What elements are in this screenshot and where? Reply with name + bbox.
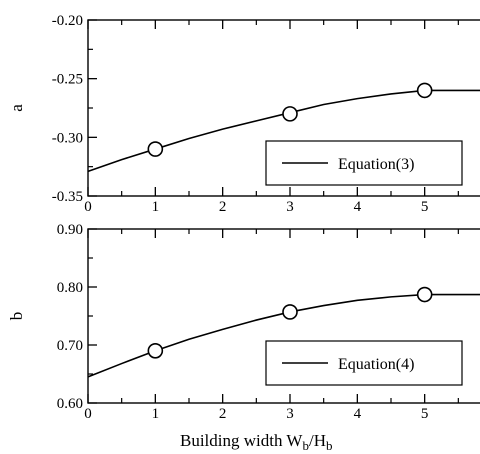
x-axis-label-sub1: b	[302, 438, 309, 453]
y-axis-label: a	[7, 104, 26, 112]
x-axis-label: Building width Wb/Hb	[180, 431, 332, 453]
panel-b: 01234560.900.800.700.60bEquation(4)Build…	[7, 222, 480, 453]
y-tick-label: -0.30	[52, 130, 83, 146]
y-tick-label: -0.35	[52, 189, 83, 205]
x-tick-label: 5	[421, 199, 429, 215]
x-tick-label: 4	[354, 199, 362, 215]
data-point	[416, 286, 433, 303]
x-tick-label: 1	[152, 199, 160, 215]
y-axis-label: b	[7, 312, 26, 321]
x-tick-label: 4	[354, 406, 362, 422]
x-tick-label: 3	[286, 199, 294, 215]
legend-label: Equation(3)	[338, 156, 414, 173]
data-point	[282, 304, 298, 320]
x-tick-label: 3	[286, 406, 294, 422]
x-tick-label: 0	[84, 406, 92, 422]
y-tick-label: -0.25	[52, 72, 83, 88]
y-tick-label: 0.80	[57, 280, 83, 296]
x-axis-label-main: Building width W	[180, 431, 303, 450]
x-tick-label: 2	[219, 199, 227, 215]
y-tick-label: -0.20	[52, 13, 83, 29]
x-axis-label-mid: /H	[309, 431, 326, 450]
x-tick-label: 5	[421, 406, 429, 422]
x-tick-label: 1	[152, 406, 160, 422]
data-point	[416, 82, 433, 99]
data-point	[147, 141, 164, 157]
y-tick-label: 0.60	[57, 396, 83, 412]
x-tick-label: 0	[84, 199, 92, 215]
x-tick-label: 2	[219, 406, 227, 422]
data-point	[282, 106, 298, 122]
legend-label: Equation(4)	[338, 356, 414, 373]
y-tick-label: 0.90	[57, 222, 83, 238]
x-axis-label-sub2: b	[326, 438, 333, 453]
y-tick-label: 0.70	[57, 338, 83, 354]
data-point	[147, 342, 164, 359]
